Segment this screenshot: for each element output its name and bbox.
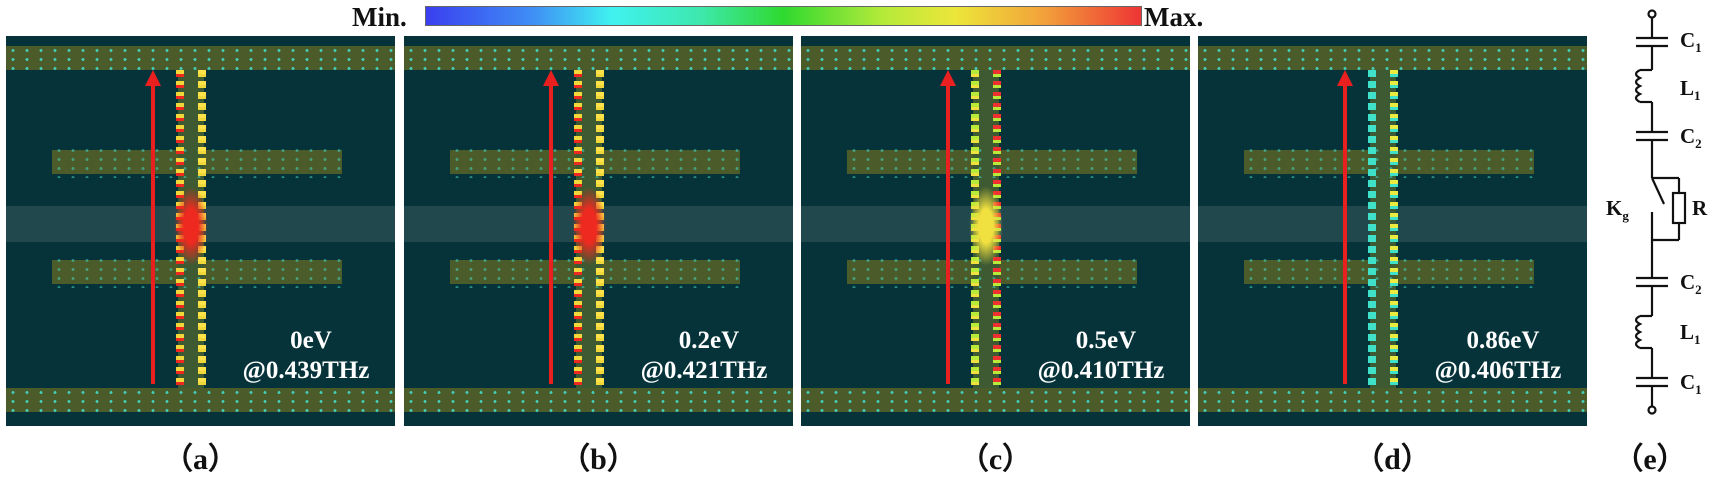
field-panel-b: 0.2eV @0.421THz: [404, 36, 793, 426]
colorbar: Min. Max.: [0, 0, 1720, 34]
current-direction-arrow: [946, 84, 950, 384]
field-vectors-top: [6, 46, 395, 70]
fermi-level-label: 0eV: [290, 327, 332, 354]
colorbar-min-label: Min.: [352, 2, 407, 32]
field-vectors-top: [1198, 46, 1587, 70]
fermi-level-label: 0.2eV: [678, 327, 740, 354]
field-vectors-upper-bar: [450, 146, 740, 178]
panel-label-c: （c）: [958, 443, 1033, 476]
field-vectors-upper-bar: [52, 146, 342, 178]
component-label-c2-top: C2: [1680, 124, 1702, 152]
panel-label-e: （e）: [1613, 443, 1687, 476]
component-label-l1-top: L1: [1680, 76, 1701, 104]
component-label-c1-bottom: C1: [1680, 370, 1702, 398]
current-direction-arrow: [1343, 84, 1347, 384]
frequency-label: @0.406THz: [1434, 357, 1562, 384]
colorbar-max-label: Max.: [1144, 2, 1204, 32]
field-panel-c: 0.5eV @0.410THz: [801, 36, 1190, 426]
field-panel-d: 0.86eV @0.406THz: [1198, 36, 1587, 426]
hotspot: [969, 186, 1003, 266]
fermi-level-label: 0.86eV: [1466, 327, 1540, 354]
field-vectors-bottom: [801, 388, 1190, 412]
frequency-label: @0.439THz: [242, 357, 370, 384]
fermi-level-label: 0.5eV: [1075, 327, 1137, 354]
current-vectors-right: [1390, 70, 1398, 388]
frequency-label: @0.421THz: [640, 357, 768, 384]
field-vectors-bottom: [1198, 388, 1587, 412]
frequency-label: @0.410THz: [1037, 357, 1165, 384]
component-label-kg: Kg: [1606, 196, 1629, 224]
current-direction-arrow-head: [1337, 70, 1353, 86]
field-vectors-top: [801, 46, 1190, 70]
current-direction-arrow-head: [543, 70, 559, 86]
current-direction-arrow-head: [145, 70, 161, 86]
panel-label-d: （d）: [1354, 443, 1431, 476]
colorbar-gradient: [425, 6, 1142, 26]
hotspot: [572, 186, 606, 266]
current-direction-arrow: [549, 84, 553, 384]
panel-label-b: （b）: [560, 443, 637, 476]
current-direction-arrow: [151, 84, 155, 384]
field-vectors-top: [404, 46, 793, 70]
panel-label-a: （a）: [163, 443, 238, 476]
field-vectors-upper-bar: [1244, 146, 1534, 178]
hotspot: [174, 186, 208, 266]
current-direction-arrow-head: [940, 70, 956, 86]
component-label-c1-top: C1: [1680, 28, 1702, 56]
field-panel-a: 0eV @0.439THz: [6, 36, 395, 426]
field-vectors-bottom: [404, 388, 793, 412]
field-vectors-upper-bar: [847, 146, 1137, 178]
field-vectors-bottom: [6, 388, 395, 412]
component-label-l1-bottom: L1: [1680, 320, 1701, 348]
field-vectors-lower-bar: [1244, 256, 1534, 288]
equivalent-circuit: C1 L1 C2 R Kg C2 L1 C1 （e）: [1600, 0, 1720, 479]
component-label-c2-bottom: C2: [1680, 270, 1702, 298]
circuit-schematic: [1634, 9, 1687, 415]
component-label-r: R: [1692, 196, 1708, 220]
current-vectors-left: [1368, 70, 1376, 388]
